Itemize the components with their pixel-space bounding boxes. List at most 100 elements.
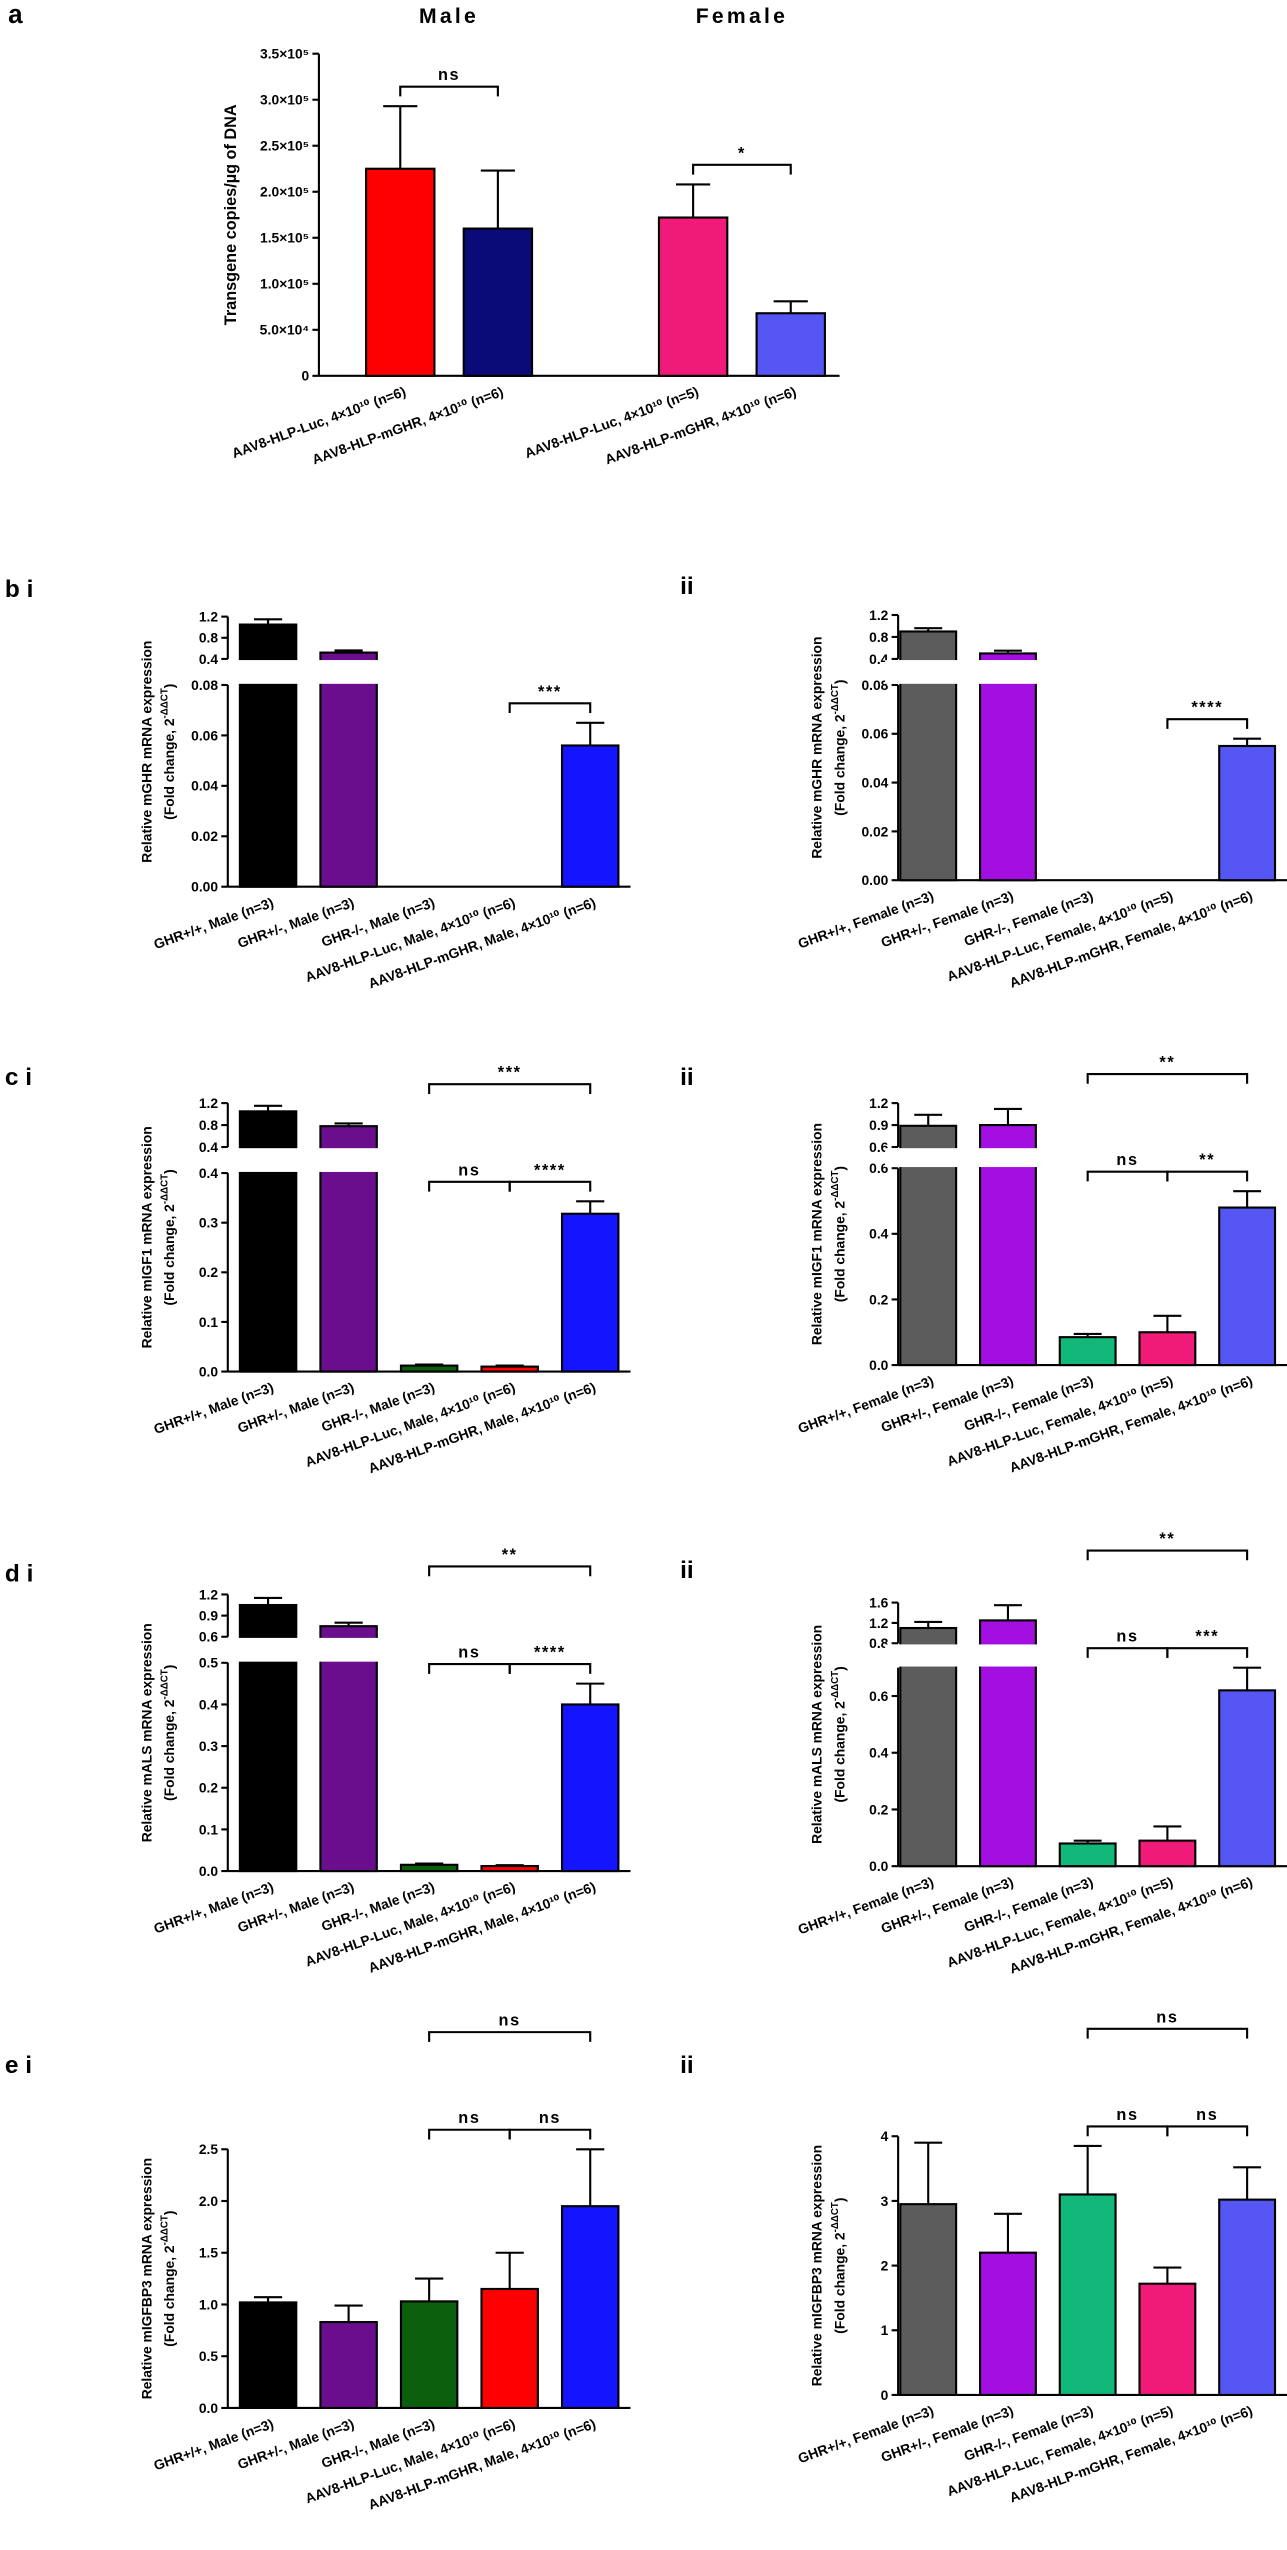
y-tick-label: 1.2 [869, 1095, 889, 1111]
y-axis-label-2: (Fold change, 2-ΔΔCT) [830, 2198, 848, 2334]
significance-bracket [508, 1663, 592, 1674]
significance-bracket [692, 163, 792, 175]
y-tick-label: 1 [881, 2322, 889, 2338]
bar [978, 2251, 1037, 2397]
significance-label: ns [1156, 2008, 1178, 2026]
y-tick-label: 0.0 [199, 2400, 219, 2416]
y-axis-label-2: (Fold change, 2-ΔΔCT) [160, 1169, 178, 1305]
label-part: (Fold change, 2 [831, 1201, 847, 1303]
y-tick-label: 2.5×10⁵ [260, 138, 309, 154]
significance-label: ** [1199, 1151, 1215, 1169]
significance-label: ns [499, 2012, 521, 2030]
y-tick-label: 1.2 [199, 609, 219, 625]
y-tick-label: 0.8 [199, 1117, 219, 1133]
bar [560, 744, 620, 888]
significance-bracket [508, 702, 592, 714]
y-axis-label-2: (Fold change, 2-ΔΔCT) [830, 1166, 848, 1302]
bar [238, 2301, 298, 2410]
x-tick-label: GHR+/-, Female (n=3) [879, 1372, 1016, 1435]
y-axis-label: Relative mIGF1 mRNA expression [138, 1126, 154, 1348]
x-tick-label: GHR+/-, Female (n=3) [879, 2402, 1016, 2465]
group-label: Female [696, 5, 788, 28]
significance-label: ns [458, 1161, 480, 1179]
y-tick-label: 1.2 [199, 1586, 219, 1602]
y-tick-label: 0.02 [191, 828, 218, 844]
significance-bracket [1166, 718, 1249, 729]
label-part: (Fold change, 2 [161, 1204, 177, 1306]
significance-label: ** [1159, 1054, 1175, 1072]
y-tick-label: 0.0 [869, 1858, 889, 1874]
y-tick-label: 0.4 [869, 1226, 889, 1242]
y-tick-label: 0.4 [199, 651, 219, 667]
label-part: ) [831, 680, 847, 685]
x-tick-label: AAV8-HLP-mGHR, 4×10¹⁰ (n=6) [603, 383, 799, 467]
y-tick-label: 0.2 [199, 1780, 219, 1796]
y-tick-label: 5.0×10⁴ [260, 322, 310, 338]
panel-label: ii [680, 1557, 694, 1584]
y-tick-label: 0.8 [869, 629, 889, 645]
bar [978, 652, 1037, 882]
y-tick-label: 4 [881, 2128, 889, 2144]
significance-bracket [508, 2128, 592, 2140]
bar [1058, 1336, 1117, 1367]
y-axis-label-2: (Fold change, 2-ΔΔCT) [160, 1665, 178, 1801]
label-part: (Fold change, 2 [161, 2245, 177, 2347]
y-axis-label: Relative mIGFBP3 mRNA expression [809, 2145, 825, 2386]
y-tick-label: 0.2 [199, 1264, 219, 1280]
label-sup: -ΔΔCT [160, 1174, 171, 1204]
significance-bracket [1086, 2027, 1249, 2039]
label-sup: -ΔΔCT [830, 1671, 841, 1701]
y-tick-label: 0.00 [191, 879, 218, 895]
significance-label: *** [1195, 1628, 1219, 1646]
y-tick-label: 0.9 [869, 1117, 889, 1133]
group-label: Male [419, 5, 479, 28]
panel-label: ii [680, 1064, 694, 1091]
y-tick-label: 0.2 [869, 1291, 889, 1307]
y-tick-label: 0.5 [199, 1655, 219, 1671]
y-tick-label: 0.1 [199, 1821, 219, 1837]
axis-break [224, 1148, 634, 1172]
x-tick-label: GHR+/-, Female (n=3) [879, 888, 1016, 951]
y-tick-label: 0.3 [199, 1738, 219, 1754]
label-sup: -ΔΔCT [160, 2215, 171, 2245]
bar [319, 2321, 378, 2410]
significance-bracket [1086, 1072, 1249, 1084]
significance-label: ** [1159, 1530, 1175, 1548]
y-tick-label: 1.5 [199, 2245, 219, 2261]
significance-label: * [738, 144, 746, 162]
y-tick-label: 0.04 [861, 774, 888, 790]
y-tick-label: 2.0×10⁵ [260, 184, 309, 200]
significance-label: ns [539, 2109, 561, 2127]
y-tick-label: 0 [881, 2387, 889, 2403]
bar [399, 1364, 459, 1373]
y-tick-label: 0.1 [199, 1314, 219, 1330]
axis-break [885, 660, 1287, 684]
significance-bracket [1166, 2125, 1249, 2137]
y-tick-label: 0.0 [199, 1363, 219, 1379]
bar [560, 2205, 620, 2410]
y-tick-label: 1.2 [869, 1615, 889, 1631]
y-tick-label: 0.8 [199, 630, 219, 646]
y-tick-label: 0.6 [869, 1688, 889, 1704]
y-tick-label: 0.8 [869, 1635, 889, 1651]
panel-label: d i [5, 1560, 33, 1587]
panel-label: a [8, 0, 23, 29]
significance-label: ns [458, 2109, 480, 2127]
label-part: ) [161, 1169, 177, 1174]
label-sup: -ΔΔCT [830, 1171, 841, 1201]
significance-label: ns [1116, 1628, 1138, 1646]
y-tick-label: 1.6 [869, 1594, 889, 1610]
y-tick-label: 3 [881, 2193, 889, 2209]
label-part: ) [161, 684, 177, 689]
bar [755, 312, 826, 377]
label-part: ) [161, 2211, 177, 2216]
panel-label: c i [5, 1064, 32, 1091]
y-tick-label: 0 [301, 368, 309, 384]
significance-label: ** [502, 1546, 518, 1564]
y-tick-label: 1.2 [869, 607, 889, 623]
y-tick-label: 0.4 [199, 1696, 219, 1712]
y-tick-label: 0.6 [199, 1629, 219, 1645]
significance-label: **** [534, 1644, 566, 1662]
